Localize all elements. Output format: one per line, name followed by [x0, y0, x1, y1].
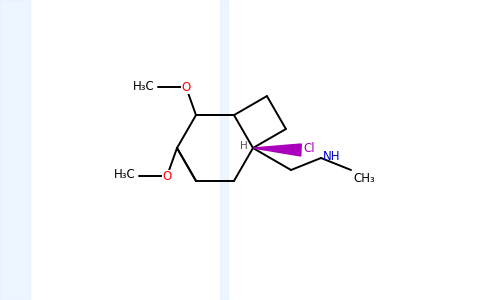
- Text: O: O: [162, 169, 172, 182]
- Text: O: O: [182, 81, 190, 94]
- Bar: [0, 0, 30, 300]
- Text: CH₃: CH₃: [353, 172, 375, 185]
- Text: Cl: Cl: [303, 142, 314, 155]
- Text: H₃C: H₃C: [114, 169, 136, 182]
- Text: NH: NH: [323, 151, 340, 164]
- Text: H₃C: H₃C: [133, 80, 155, 93]
- Text: H: H: [240, 141, 248, 151]
- Bar: [220, 0, 228, 300]
- Polygon shape: [253, 144, 301, 156]
